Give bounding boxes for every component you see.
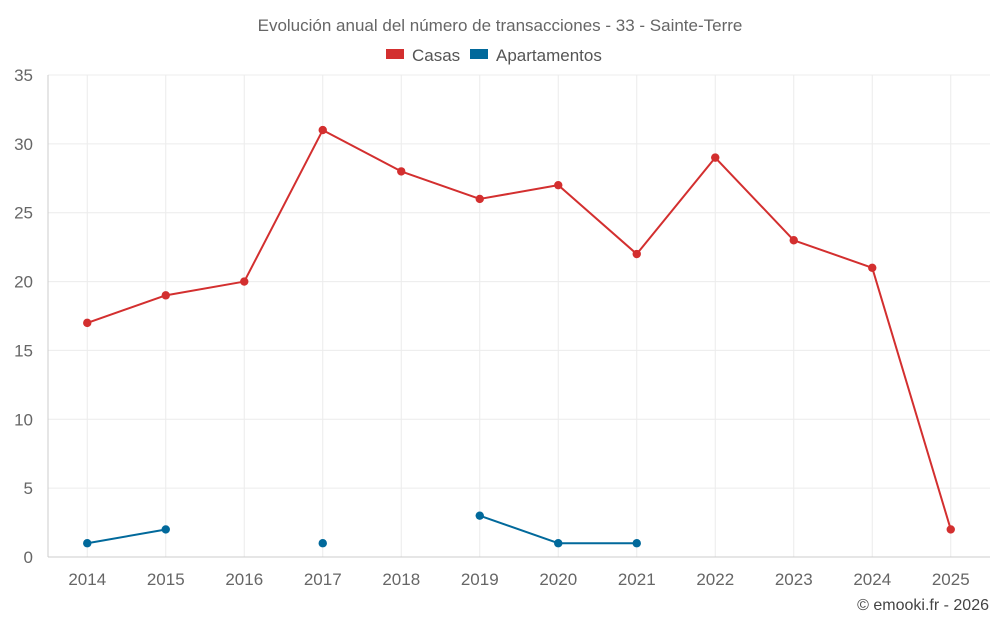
data-point-casas-2018[interactable] (397, 167, 406, 176)
data-point-casas-2015[interactable] (161, 291, 170, 300)
data-point-casas-2017[interactable] (318, 125, 327, 135)
y-tick-label: 25 (14, 204, 33, 223)
legend[interactable]: Casas Apartamentos (386, 46, 602, 65)
y-tick-label: 15 (14, 341, 33, 360)
x-tick-label: 2017 (304, 570, 342, 589)
data-point-casas-2016[interactable] (240, 277, 249, 286)
data-point-casas-2023[interactable] (789, 236, 798, 245)
x-tick-label: 2025 (932, 570, 970, 589)
data-point-casas-2014[interactable] (83, 318, 92, 328)
credit-text: © emooki.fr - 2026 (857, 597, 989, 614)
data-point-casas-2020[interactable] (554, 180, 563, 190)
y-tick-label: 0 (24, 548, 33, 567)
x-tick-label: 2015 (147, 570, 185, 589)
data-point-casas-2025[interactable] (946, 525, 955, 534)
y-tick-label: 30 (14, 135, 33, 154)
legend-label-casas[interactable]: Casas (412, 46, 460, 65)
x-tick-label: 2023 (775, 570, 813, 589)
x-tick-label: 2019 (461, 570, 499, 589)
series-line-casas-0 (86, 129, 952, 530)
x-tick-label: 2020 (539, 570, 577, 589)
y-tick-label: 10 (14, 410, 33, 429)
x-tick-label: 2022 (696, 570, 734, 589)
y-tick-label: 35 (14, 66, 33, 85)
legend-label-apartamentos[interactable]: Apartamentos (496, 46, 602, 65)
x-tick-label: 2014 (68, 570, 106, 589)
series-apartamentos (83, 511, 641, 548)
data-point-casas-2021[interactable] (632, 249, 641, 259)
chart-title: Evolución anual del número de transaccio… (258, 16, 743, 35)
grid (48, 74, 990, 557)
data-point-apartamentos-2020[interactable] (554, 539, 563, 548)
y-tick-label: 5 (24, 479, 33, 498)
legend-swatch-apartamentos[interactable] (470, 49, 488, 59)
series (83, 125, 955, 548)
legend-swatch-casas[interactable] (386, 49, 404, 59)
data-point-casas-2024[interactable] (868, 263, 877, 272)
series-casas (83, 125, 955, 534)
series-line-apartamentos-0 (87, 528, 166, 545)
x-tick-label: 2021 (618, 570, 656, 589)
data-point-apartamentos-2021[interactable] (632, 539, 641, 548)
data-point-apartamentos-2014[interactable] (83, 539, 92, 548)
data-point-apartamentos-2019[interactable] (475, 511, 484, 520)
x-tick-label: 2018 (382, 570, 420, 589)
x-tick-label: 2024 (853, 570, 891, 589)
data-point-apartamentos-2017[interactable] (318, 539, 327, 548)
data-point-casas-2022[interactable] (711, 153, 720, 162)
y-tick-label: 20 (14, 273, 33, 292)
data-point-casas-2019[interactable] (475, 194, 484, 204)
x-tick-label: 2016 (225, 570, 263, 589)
data-point-apartamentos-2015[interactable] (161, 525, 170, 534)
